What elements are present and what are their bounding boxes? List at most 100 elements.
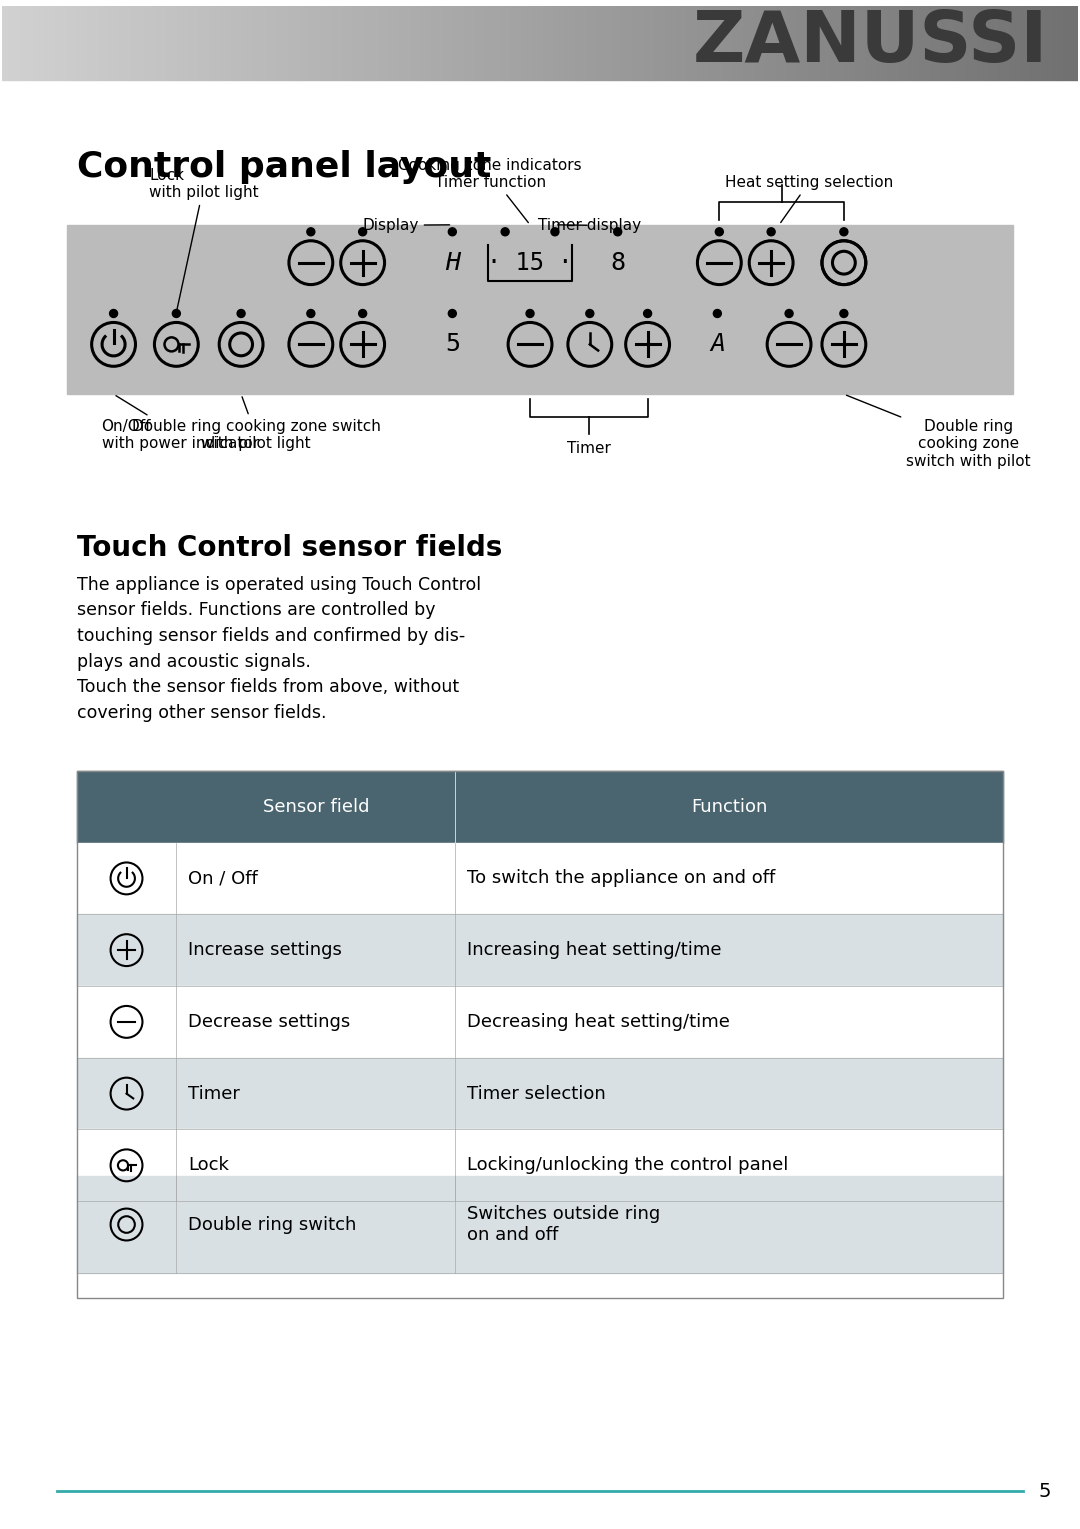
- Bar: [77, 842, 1003, 914]
- Bar: [296, 6, 299, 81]
- Bar: [877, 6, 881, 81]
- Text: Increasing heat setting∕time: Increasing heat setting∕time: [468, 942, 721, 959]
- Circle shape: [526, 309, 534, 318]
- Text: Control panel layout: Control panel layout: [77, 150, 491, 183]
- Bar: [379, 6, 382, 81]
- Bar: [268, 6, 271, 81]
- Circle shape: [359, 228, 366, 235]
- Bar: [469, 6, 472, 81]
- Bar: [1039, 6, 1042, 81]
- Bar: [953, 6, 956, 81]
- Bar: [708, 6, 712, 81]
- Bar: [942, 6, 945, 81]
- Circle shape: [109, 309, 118, 318]
- Circle shape: [307, 309, 315, 318]
- Bar: [138, 6, 141, 81]
- Bar: [1061, 6, 1064, 81]
- Bar: [390, 6, 393, 81]
- Bar: [361, 6, 364, 81]
- Bar: [486, 6, 490, 81]
- Text: Lock: Lock: [188, 1156, 229, 1174]
- Text: Timer selection: Timer selection: [468, 1084, 606, 1102]
- Bar: [988, 6, 991, 81]
- Bar: [475, 6, 480, 81]
- Bar: [328, 6, 332, 81]
- Circle shape: [840, 228, 848, 235]
- Bar: [135, 6, 138, 81]
- Bar: [178, 6, 181, 81]
- Bar: [174, 6, 178, 81]
- Text: 8: 8: [610, 251, 625, 275]
- Bar: [77, 771, 1003, 842]
- Bar: [285, 6, 289, 81]
- Bar: [698, 6, 701, 81]
- Bar: [443, 6, 447, 81]
- Bar: [991, 6, 996, 81]
- Bar: [838, 6, 841, 81]
- Bar: [977, 6, 981, 81]
- Text: Display: Display: [363, 217, 449, 232]
- Bar: [84, 6, 89, 81]
- Bar: [705, 6, 708, 81]
- Bar: [199, 6, 203, 81]
- Bar: [368, 6, 372, 81]
- Bar: [141, 6, 146, 81]
- Bar: [569, 6, 572, 81]
- Text: Function: Function: [691, 798, 768, 815]
- Bar: [891, 6, 895, 81]
- Bar: [640, 6, 644, 81]
- Bar: [540, 6, 543, 81]
- Bar: [1021, 6, 1024, 81]
- Bar: [246, 6, 249, 81]
- Bar: [572, 6, 576, 81]
- Circle shape: [644, 309, 651, 318]
- Bar: [881, 6, 885, 81]
- Bar: [67, 225, 1013, 394]
- Bar: [293, 6, 296, 81]
- Bar: [271, 6, 274, 81]
- Bar: [852, 6, 855, 81]
- Bar: [537, 6, 540, 81]
- Circle shape: [448, 309, 457, 318]
- Bar: [41, 6, 45, 81]
- Bar: [347, 6, 350, 81]
- Text: Touch Control sensor fields: Touch Control sensor fields: [77, 534, 502, 561]
- Bar: [580, 6, 583, 81]
- Circle shape: [785, 309, 793, 318]
- Bar: [421, 6, 426, 81]
- Bar: [630, 6, 633, 81]
- Bar: [633, 6, 637, 81]
- Bar: [310, 6, 314, 81]
- Text: Timer: Timer: [567, 440, 611, 456]
- Bar: [1075, 6, 1078, 81]
- Bar: [396, 6, 400, 81]
- Bar: [1028, 6, 1031, 81]
- Bar: [899, 6, 902, 81]
- Bar: [770, 6, 773, 81]
- Bar: [597, 6, 600, 81]
- Bar: [1002, 6, 1007, 81]
- Bar: [192, 6, 195, 81]
- Bar: [795, 6, 798, 81]
- Text: To switch the appliance on and off: To switch the appliance on and off: [468, 870, 775, 887]
- Bar: [146, 6, 149, 81]
- Text: Sensor field: Sensor field: [262, 798, 369, 815]
- Text: Cooking zone indicators
Timer function: Cooking zone indicators Timer function: [399, 157, 582, 223]
- Bar: [827, 6, 831, 81]
- Bar: [590, 6, 594, 81]
- Bar: [77, 771, 1003, 1298]
- Bar: [5, 6, 9, 81]
- Bar: [214, 6, 217, 81]
- Bar: [662, 6, 665, 81]
- Bar: [432, 6, 436, 81]
- Bar: [127, 6, 131, 81]
- Bar: [1056, 6, 1061, 81]
- Bar: [336, 6, 339, 81]
- Text: Switches outside ring
on and off: Switches outside ring on and off: [468, 1205, 661, 1245]
- Bar: [963, 6, 967, 81]
- Bar: [543, 6, 548, 81]
- Bar: [264, 6, 268, 81]
- Bar: [741, 6, 744, 81]
- Bar: [16, 6, 19, 81]
- Bar: [225, 6, 228, 81]
